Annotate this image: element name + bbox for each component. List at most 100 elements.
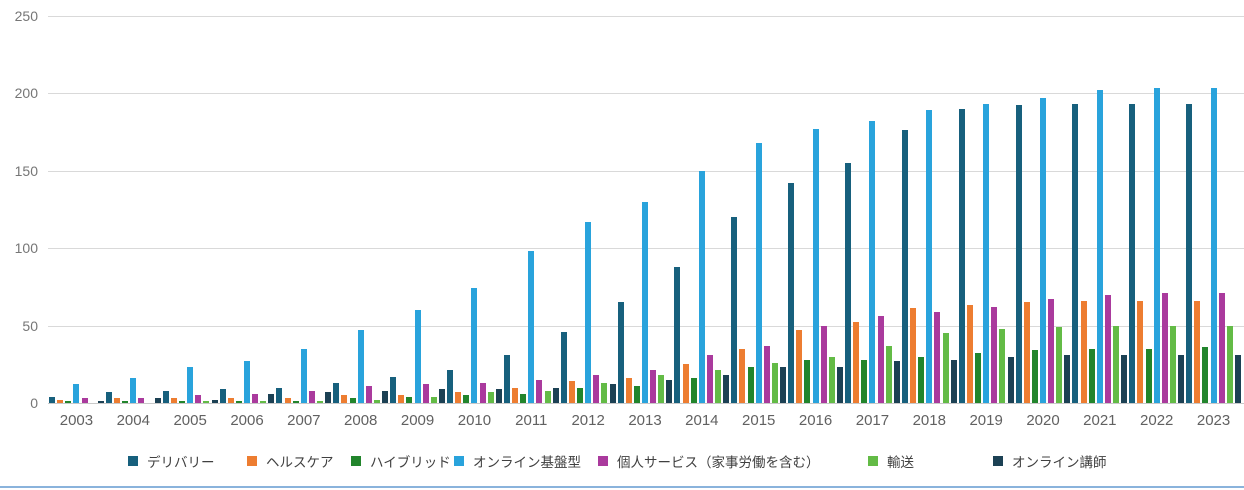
x-axis-label: 2013 xyxy=(628,412,662,429)
legend-label: 個人サービス（家事労働を含む） xyxy=(617,455,820,470)
legend-item: オンライン基盤型 xyxy=(454,453,581,470)
bottom-accent-line xyxy=(0,486,1244,488)
bar xyxy=(625,378,632,403)
bar xyxy=(130,378,137,403)
bar xyxy=(658,375,665,403)
bar xyxy=(81,398,88,403)
bar xyxy=(536,379,543,403)
bar xyxy=(1218,292,1225,403)
bar xyxy=(1023,302,1030,403)
bar xyxy=(1031,350,1038,403)
bar xyxy=(958,108,965,403)
bar xyxy=(1056,327,1063,403)
y-axis-tick-label: 150 xyxy=(14,162,38,179)
x-axis-label: 2005 xyxy=(173,412,207,429)
bar xyxy=(1015,105,1022,403)
bar xyxy=(1202,347,1209,403)
bar xyxy=(609,384,616,403)
y-gridline xyxy=(48,170,1244,172)
bar xyxy=(796,330,803,403)
bar xyxy=(1137,300,1144,403)
legend-label: ヘルスケア xyxy=(266,455,334,470)
legend-swatch-icon xyxy=(351,456,361,466)
bar xyxy=(926,110,933,403)
y-gridline xyxy=(48,403,1244,404)
bar xyxy=(333,382,340,403)
bar xyxy=(300,348,307,403)
x-axis-label: 2023 xyxy=(1196,412,1231,429)
bar xyxy=(1145,348,1152,403)
bar xyxy=(991,306,998,403)
bar xyxy=(447,370,454,403)
x-axis-label: 2018 xyxy=(912,412,946,429)
bar xyxy=(642,201,648,403)
bar xyxy=(885,345,892,403)
bar xyxy=(276,387,283,403)
bar xyxy=(105,392,112,403)
bar xyxy=(1113,325,1120,403)
bar xyxy=(430,396,437,403)
bar xyxy=(544,390,551,403)
legend-label: オンライン講師 xyxy=(1012,455,1107,470)
bar xyxy=(373,399,380,403)
bar xyxy=(966,305,973,403)
bar xyxy=(755,142,762,403)
bar xyxy=(910,308,917,403)
bar xyxy=(666,379,673,403)
bar xyxy=(406,396,413,403)
bar xyxy=(731,217,738,403)
bar xyxy=(114,398,121,403)
legend-label: オンライン基盤型 xyxy=(473,455,581,470)
x-axis-label: 2012 xyxy=(571,412,605,429)
bar xyxy=(585,221,592,403)
bar xyxy=(723,375,730,403)
x-axis-label: 2022 xyxy=(1140,412,1174,429)
bar xyxy=(203,401,210,403)
bar xyxy=(877,316,884,403)
y-axis-tick-label: 200 xyxy=(14,85,38,101)
bar xyxy=(244,361,250,403)
x-axis-label: 2014 xyxy=(685,412,719,429)
bar xyxy=(601,382,608,403)
bar xyxy=(975,353,982,403)
bar xyxy=(382,390,389,403)
bar xyxy=(219,389,226,403)
bar xyxy=(593,375,600,403)
x-axis-label: 2016 xyxy=(798,412,833,429)
legend-item: ハイブリッド xyxy=(351,453,451,470)
bar xyxy=(577,387,584,403)
bar xyxy=(235,401,242,403)
bar xyxy=(804,359,811,403)
bar xyxy=(97,401,104,403)
legend-swatch-icon xyxy=(454,456,464,466)
bar xyxy=(528,251,535,403)
x-axis-label: 2008 xyxy=(344,412,378,429)
legend-item: 輸送 xyxy=(868,453,914,470)
bar xyxy=(317,401,324,403)
bar xyxy=(455,392,462,403)
bar xyxy=(292,401,299,403)
bar xyxy=(1080,300,1087,403)
bar xyxy=(1153,88,1160,403)
x-axis-label: 2011 xyxy=(515,412,548,429)
bar xyxy=(73,384,80,403)
bar xyxy=(57,399,64,403)
bar xyxy=(325,392,332,403)
x-axis-label: 2020 xyxy=(1026,412,1060,429)
bar xyxy=(869,120,876,403)
bar xyxy=(617,302,624,403)
x-axis-label: 2010 xyxy=(457,412,492,429)
bar xyxy=(771,362,778,403)
bar xyxy=(853,322,860,403)
bar xyxy=(820,325,827,403)
bar xyxy=(357,330,364,403)
bar xyxy=(211,399,218,403)
bar xyxy=(1104,294,1111,403)
bar xyxy=(552,387,559,403)
bar xyxy=(1121,354,1128,403)
bar xyxy=(154,398,161,403)
bar xyxy=(471,288,478,403)
bar xyxy=(65,401,72,403)
bar xyxy=(812,128,819,403)
bar xyxy=(187,367,194,403)
